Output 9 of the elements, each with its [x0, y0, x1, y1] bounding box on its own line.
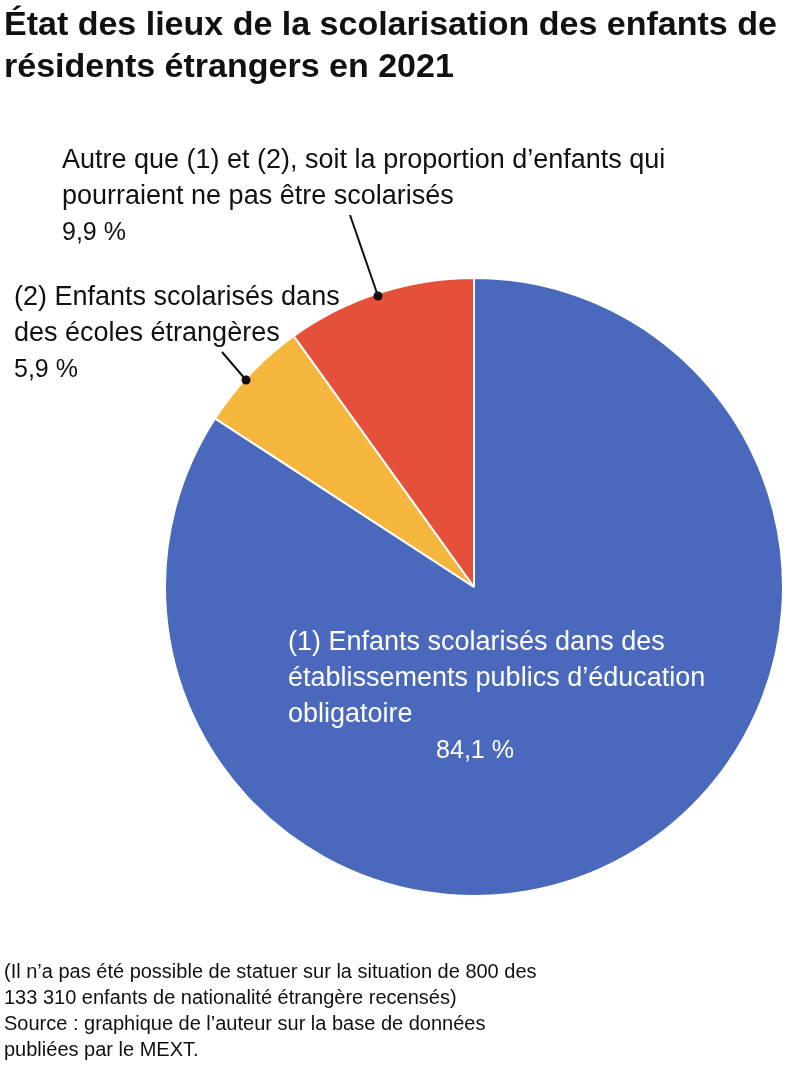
data-label: 9,9 % [62, 217, 126, 245]
slice-label: (2) Enfants scolarisés dans des écoles étrangères [14, 281, 340, 347]
text: (Il n’a pas été possible de statuer sur la situation de 800 des 133 310 enfants de nationalité étrangère recensés) [4, 959, 538, 1010]
slice-label: Autre que (1) et (2), soit la proportion d’enfants qui pourraient ne pas être scolarisés [62, 144, 666, 210]
slice-label: (1) Enfants scolarisés dans des établissements publics d’éducation obligatoire [288, 626, 706, 728]
chart-title: État des lieux de la scolarisation des enfants de résidents étrangers en 2021 [4, 3, 778, 86]
data-label: 84,1 % [436, 735, 514, 763]
data-label: 5,9 % [14, 354, 78, 382]
source-note: Source : graphique de l’auteur sur la base de données publiées par le MEXT. [4, 1011, 487, 1062]
